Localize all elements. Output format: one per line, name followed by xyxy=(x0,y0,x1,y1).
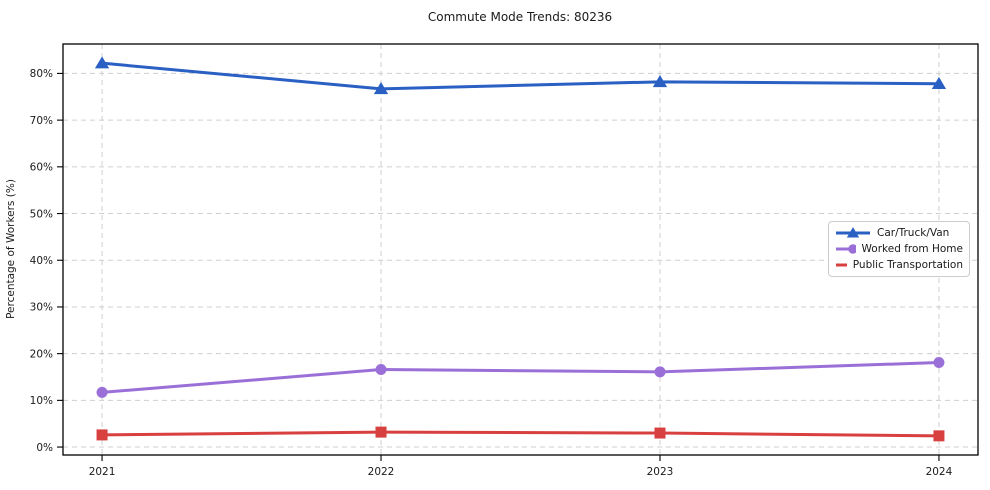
y-tick-label: 50% xyxy=(30,208,53,220)
data-point-marker xyxy=(931,76,947,89)
line-triangle-marker-icon xyxy=(836,227,870,238)
data-point-marker xyxy=(375,426,387,438)
axis-ticks: 0% 10% 20% 30% 40% 50% 60% 70% 80% 2021 2022 2023 20… xyxy=(30,68,953,478)
data-point-marker xyxy=(654,366,666,378)
y-tick-label: 10% xyxy=(30,395,53,407)
axes-spines xyxy=(62,43,979,456)
data-point-marker xyxy=(933,357,945,369)
data-series xyxy=(94,56,947,442)
y-tick-label: 30% xyxy=(30,302,53,314)
x-tick-label: 2024 xyxy=(926,466,953,478)
legend-label: Public Transportation xyxy=(852,259,963,271)
data-point-marker xyxy=(375,364,387,376)
gridlines xyxy=(63,44,978,455)
legend-item-public-transportation: Public Transportation xyxy=(835,259,963,271)
data-point-marker xyxy=(654,427,666,439)
series-line-public-transportation xyxy=(100,430,941,438)
line-square-marker-icon xyxy=(836,263,847,267)
data-point-marker xyxy=(96,386,108,398)
data-point-marker xyxy=(933,430,945,442)
series-line-car-truck-van xyxy=(100,61,941,91)
y-tick-label: 60% xyxy=(30,162,53,174)
data-point-marker xyxy=(373,82,389,95)
x-tick-label: 2021 xyxy=(89,466,116,478)
x-tick-label: 2023 xyxy=(647,466,674,478)
data-point-marker xyxy=(846,227,860,238)
y-axis-label: Percentage of Workers (%) xyxy=(5,179,17,319)
y-tick-label: 0% xyxy=(36,442,53,454)
line-circle-marker-icon xyxy=(836,244,856,254)
legend-item-worked-from-home: Worked from Home xyxy=(835,243,963,255)
legend-label: Car/Truck/Van xyxy=(877,227,950,239)
legend: Car/Truck/Van Worked from Home Public Tr… xyxy=(828,221,970,277)
data-point-marker xyxy=(652,75,668,88)
chart-title: Commute Mode Trends: 80236 xyxy=(428,10,612,24)
data-point-marker xyxy=(94,56,110,69)
legend-label: Worked from Home xyxy=(861,243,963,255)
series-line-worked-from-home xyxy=(100,361,941,394)
legend-item-car-truck-van: Car/Truck/Van xyxy=(835,227,963,239)
y-tick-label: 80% xyxy=(30,68,53,80)
y-tick-label: 40% xyxy=(30,255,53,267)
data-point-marker xyxy=(848,244,856,254)
x-tick-label: 2022 xyxy=(368,466,395,478)
y-tick-label: 70% xyxy=(30,115,53,127)
data-point-marker xyxy=(96,429,108,441)
y-tick-label: 20% xyxy=(30,348,53,360)
plot-frame xyxy=(62,43,979,456)
